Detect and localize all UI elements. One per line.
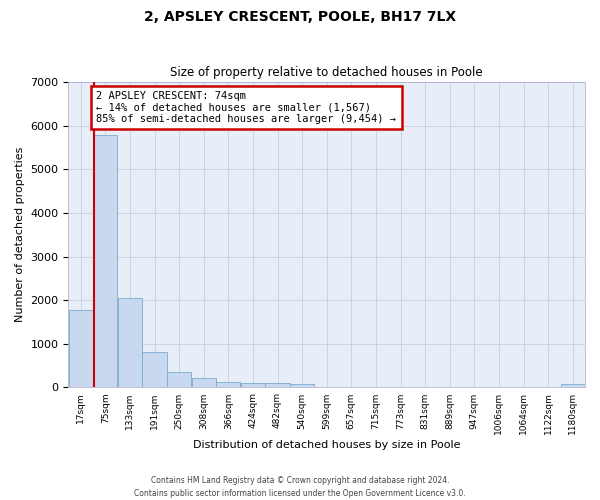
Bar [216, 382, 241, 388]
Bar [290, 384, 314, 388]
Bar [560, 384, 585, 388]
Title: Size of property relative to detached houses in Poole: Size of property relative to detached ho… [170, 66, 483, 80]
Bar [118, 298, 142, 388]
Bar [68, 310, 93, 388]
Bar [167, 372, 191, 388]
Bar [241, 383, 265, 388]
Text: 2 APSLEY CRESCENT: 74sqm
← 14% of detached houses are smaller (1,567)
85% of sem: 2 APSLEY CRESCENT: 74sqm ← 14% of detach… [97, 91, 397, 124]
Bar [142, 352, 167, 388]
Bar [191, 378, 216, 388]
Text: 2, APSLEY CRESCENT, POOLE, BH17 7LX: 2, APSLEY CRESCENT, POOLE, BH17 7LX [144, 10, 456, 24]
Bar [265, 383, 290, 388]
X-axis label: Distribution of detached houses by size in Poole: Distribution of detached houses by size … [193, 440, 460, 450]
Y-axis label: Number of detached properties: Number of detached properties [15, 147, 25, 322]
Bar [93, 136, 118, 388]
Text: Contains HM Land Registry data © Crown copyright and database right 2024.
Contai: Contains HM Land Registry data © Crown c… [134, 476, 466, 498]
